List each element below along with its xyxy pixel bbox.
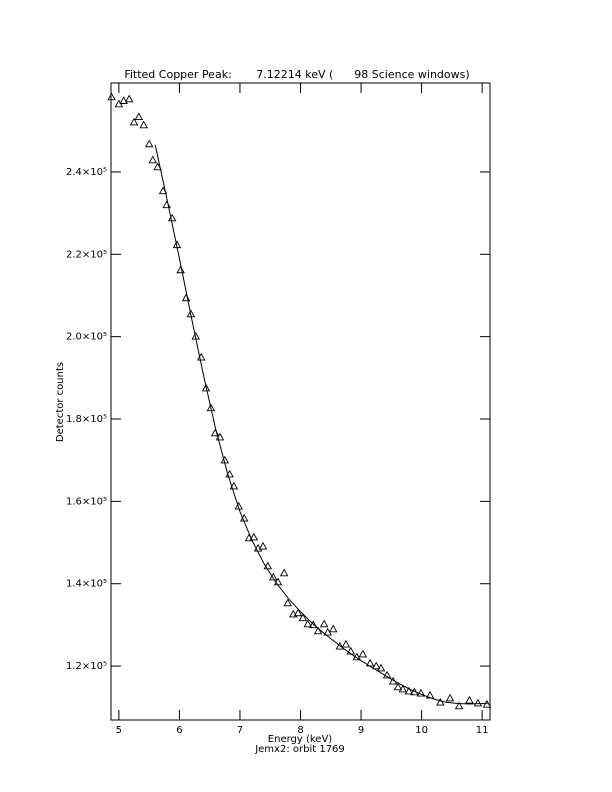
data-point (436, 697, 445, 706)
y-tick-label: 2.4×10⁵ (66, 167, 107, 178)
data-point (191, 331, 201, 340)
data-point (201, 383, 211, 392)
data-point (482, 699, 492, 708)
data-point (328, 624, 338, 633)
y-tick-label: 1.8×10⁵ (66, 414, 107, 425)
data-point (234, 501, 244, 510)
data-point (172, 240, 182, 249)
data-point (139, 120, 148, 129)
data-point (283, 598, 293, 607)
data-point (445, 693, 455, 702)
data-point (229, 481, 239, 490)
x-tick-label: 10 (415, 725, 428, 736)
data-point (398, 684, 408, 693)
data-point (308, 620, 318, 629)
data-point (239, 513, 249, 522)
y-axis-label: Detector counts (55, 362, 66, 442)
data-point (313, 626, 323, 635)
data-point (134, 112, 144, 121)
data-point (181, 293, 191, 302)
data-point (258, 541, 268, 550)
y-tick-label: 2.2×10⁵ (66, 249, 107, 260)
data-point (365, 658, 375, 667)
data-point (371, 661, 381, 670)
data-point (176, 265, 185, 274)
data-point (186, 309, 196, 318)
data-point (225, 469, 234, 478)
y-tick-label: 2.0×10⁵ (66, 332, 107, 343)
data-point (206, 403, 216, 412)
data-point (119, 96, 128, 104)
x-tick-label: 5 (116, 725, 122, 736)
data-point (303, 619, 313, 628)
plot-frame (110, 82, 491, 721)
data-point (473, 698, 483, 707)
data-point (298, 613, 308, 622)
data-point (196, 352, 206, 361)
data-point (263, 561, 273, 570)
y-tick-label: 1.6×10⁵ (66, 496, 107, 507)
data-point (410, 687, 419, 696)
data-point (148, 155, 158, 164)
data-point (335, 641, 345, 650)
y-tick-label: 1.2×10⁵ (66, 661, 107, 672)
data-point (279, 568, 289, 577)
x-tick-label: 7 (237, 725, 243, 736)
data-point (124, 94, 134, 103)
data-point (319, 619, 329, 628)
data-point (404, 686, 414, 695)
data-point (215, 432, 225, 441)
data-point (273, 577, 283, 586)
data-point (454, 701, 464, 710)
x-tick-label: 8 (297, 725, 303, 736)
x-axis-label: Energy (keV) (268, 734, 333, 745)
data-point (352, 652, 362, 661)
data-point (382, 670, 392, 679)
data-point (376, 663, 386, 672)
data-point (249, 532, 259, 541)
fit-line (154, 144, 489, 705)
data-point (425, 690, 435, 699)
data-point (393, 682, 403, 691)
data-point (268, 572, 278, 581)
data-point (341, 639, 351, 648)
data-point (210, 428, 220, 437)
data-point (293, 608, 303, 617)
data-point (220, 455, 230, 464)
data-point (465, 695, 474, 704)
x-axis-sublabel: Jemx2: orbit 1769 (254, 744, 345, 755)
data-point (244, 533, 254, 542)
x-tick-label: 9 (358, 725, 364, 736)
chart-title: Fitted Copper Peak: 7.12214 keV ( 98 Sci… (124, 68, 469, 81)
data-point (288, 609, 298, 618)
data-point (167, 213, 177, 222)
data-point (346, 646, 356, 655)
data-point (158, 186, 168, 195)
y-tick-label: 1.4×10⁵ (66, 579, 107, 590)
data-point (162, 200, 171, 209)
data-point (144, 139, 154, 148)
data-point (388, 676, 398, 685)
data-point (129, 117, 139, 126)
data-point (153, 162, 162, 171)
data-point (107, 92, 116, 101)
x-tick-label: 11 (476, 725, 489, 736)
data-point (358, 649, 368, 658)
x-tick-label: 6 (176, 725, 182, 736)
data-point (416, 688, 426, 697)
